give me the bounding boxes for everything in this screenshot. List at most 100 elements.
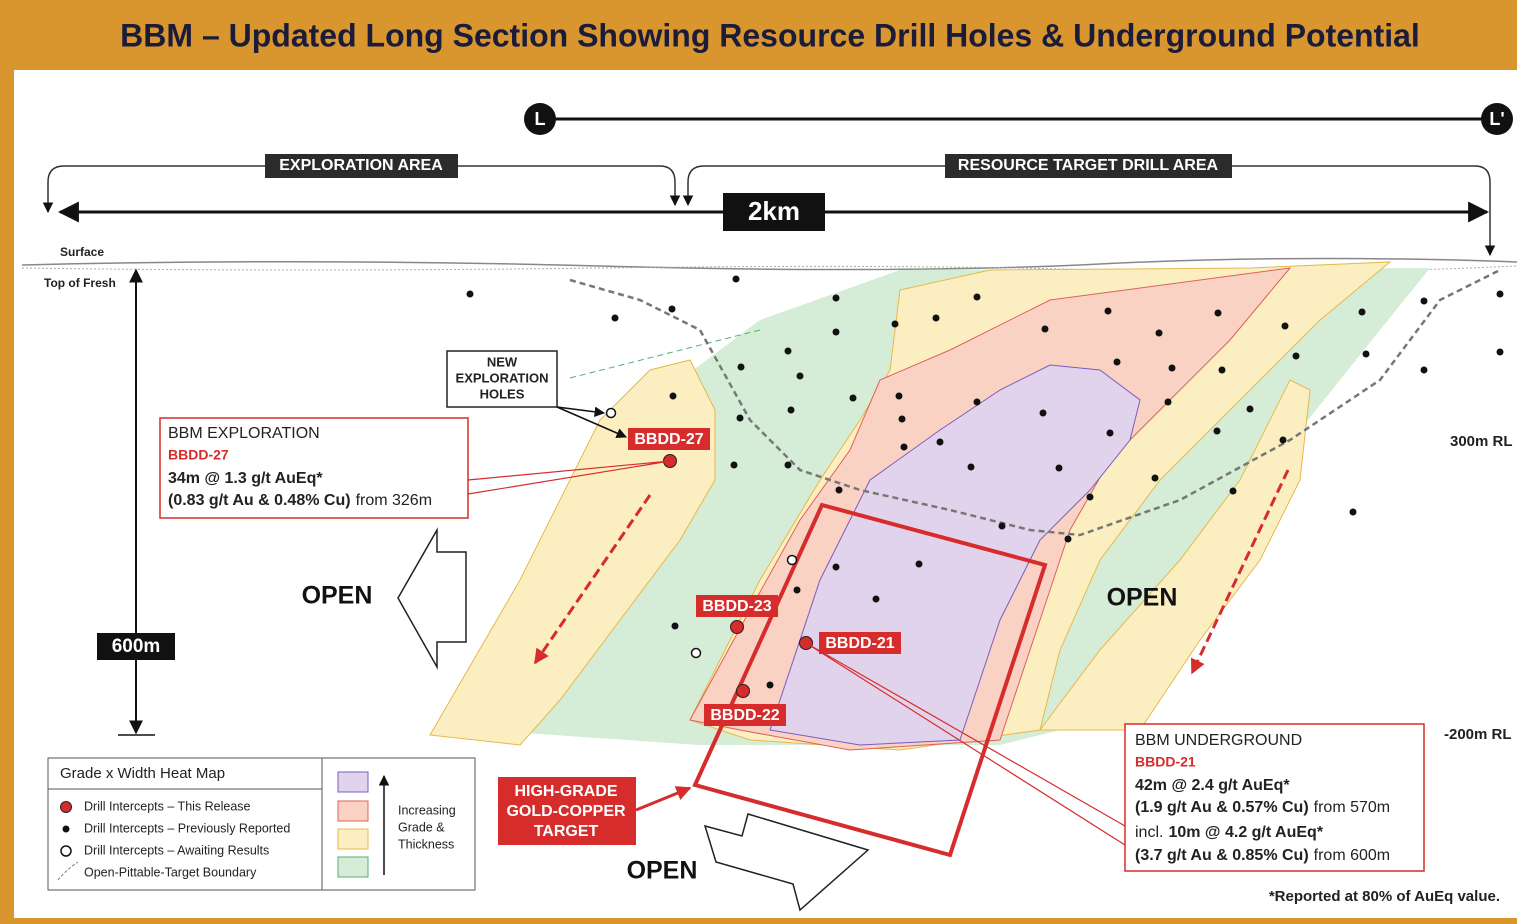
drill-intercept-previous <box>1214 309 1222 317</box>
drill-intercept-previous <box>1151 474 1159 482</box>
drill-intercept-previous <box>796 372 804 380</box>
callout-segment: 10m @ 4.2 g/t AuEq* <box>1168 824 1323 841</box>
drill-intercept-previous <box>898 415 906 423</box>
hole-label: BBDD-22 <box>710 707 779 724</box>
drill-intercept-previous <box>998 522 1006 530</box>
hole-label: BBDD-21 <box>825 635 894 652</box>
drill-intercept-previous <box>466 290 474 298</box>
drill-intercept-previous <box>1041 325 1049 333</box>
section-marker <box>524 103 556 135</box>
band-boundary <box>569 329 761 379</box>
drill-intercept-previous <box>671 622 679 630</box>
title: BBM – Updated Long Section Showing Resou… <box>120 17 1420 53</box>
drill-intercept-previous <box>1113 358 1121 366</box>
drill-intercept-previous <box>872 595 880 603</box>
footnote: *Reported at 80% of AuEq value. <box>1269 888 1500 905</box>
grade-band-yellow <box>429 359 716 746</box>
drill-intercept-previous <box>1246 405 1254 413</box>
drill-intercept-previous <box>1064 535 1072 543</box>
marker-label: L <box>535 109 546 129</box>
level-label: Surface <box>60 245 104 259</box>
drill-intercept-previous <box>784 347 792 355</box>
drill-intercept-previous <box>832 563 840 571</box>
legend-swatch <box>337 771 369 793</box>
callout-segment: from 600m <box>1314 847 1390 864</box>
callout-segment: from 570m <box>1314 799 1390 816</box>
open-arrow <box>703 813 870 912</box>
pit-boundary <box>569 268 1501 537</box>
drill-intercept-previous <box>1358 308 1366 316</box>
grade-band-yellow <box>1039 379 1311 731</box>
hole-tag <box>696 595 778 617</box>
callout-line: (1.9 g/t Au & 0.57% Cu) from 570m <box>1135 799 1390 816</box>
callout-segment: from 326m <box>356 492 432 509</box>
callout-heading: BBM EXPLORATION <box>168 425 320 442</box>
drill-intercept-previous <box>1168 364 1176 372</box>
area-label: RESOURCE TARGET DRILL AREA <box>958 157 1219 174</box>
callout-hole: BBDD-21 <box>1135 754 1196 770</box>
hole-label: BBDD-27 <box>634 431 703 448</box>
drill-intercept-previous <box>891 320 899 328</box>
trend-arrow <box>533 494 652 665</box>
trend-arrow <box>1190 469 1290 675</box>
area-tag <box>265 154 458 178</box>
section-marker <box>1481 103 1513 135</box>
drill-intercept-previous <box>915 560 923 568</box>
drill-intercept-new <box>736 684 750 698</box>
note-label: EXPLORATION <box>456 370 549 385</box>
legend-title: Grade x Width Heat Map <box>60 765 225 782</box>
drill-intercept-previous <box>1420 366 1428 374</box>
legend-box <box>47 757 476 891</box>
drill-intercept-previous <box>611 314 619 322</box>
target-label: HIGH-GRADE <box>514 783 617 800</box>
callout-leader <box>467 460 671 495</box>
target-label: TARGET <box>534 823 599 840</box>
drill-intercept-previous <box>766 681 774 689</box>
legend-scale-label: Thickness <box>398 837 454 851</box>
note-label: HOLES <box>480 386 525 401</box>
callout-line: 42m @ 2.4 g/t AuEq* <box>1135 777 1290 794</box>
callout-line: incl. 10m @ 4.2 g/t AuEq* <box>1135 824 1324 841</box>
legend-marker <box>60 845 72 857</box>
open-label: OPEN <box>627 857 698 885</box>
target-tag <box>498 777 636 845</box>
callout-segment: 42m @ 2.4 g/t AuEq* <box>1135 777 1290 794</box>
legend-item: Drill Intercepts – Awaiting Results <box>84 843 269 857</box>
drill-intercept-previous <box>1349 508 1357 516</box>
drill-intercept-pending <box>786 554 798 566</box>
drill-intercept-pending <box>690 647 702 659</box>
area-label: EXPLORATION AREA <box>279 157 443 174</box>
callout-line: 34m @ 1.3 g/t AuEq* <box>168 470 323 487</box>
drill-intercept-pending <box>605 407 617 419</box>
callout-leader <box>805 642 1126 846</box>
legend-swatch <box>337 800 369 822</box>
scale-label: 2km <box>748 196 800 226</box>
callout-heading: BBM UNDERGROUND <box>1135 732 1302 749</box>
legend-marker <box>62 825 70 833</box>
legend-item: Drill Intercepts – Previously Reported <box>84 821 290 835</box>
legend-scale-label: Grade & <box>398 820 445 834</box>
drill-intercept-previous <box>1106 429 1114 437</box>
callout-box <box>1124 723 1425 872</box>
legend-marker <box>60 801 72 813</box>
drill-intercept-previous <box>1420 297 1428 305</box>
depth-tag <box>97 633 175 660</box>
drill-intercept-previous <box>1292 352 1300 360</box>
scale-tag <box>723 193 825 231</box>
drill-intercept-previous <box>1213 427 1221 435</box>
note-arrow <box>556 406 606 418</box>
drill-intercept-previous <box>1155 329 1163 337</box>
drill-intercept-previous <box>793 586 801 594</box>
drill-intercept-previous <box>900 443 908 451</box>
callout-segment: (1.9 g/t Au & 0.57% Cu) <box>1135 799 1309 816</box>
rl-label: -200m RL <box>1444 726 1512 743</box>
drill-intercept-previous <box>736 414 744 422</box>
callout-hole: BBDD-27 <box>168 447 229 463</box>
hole-tag <box>704 704 786 726</box>
hole-label: BBDD-23 <box>702 598 771 615</box>
drill-intercept-previous <box>1055 464 1063 472</box>
drill-intercept-previous <box>730 461 738 469</box>
drill-intercept-previous <box>737 363 745 371</box>
